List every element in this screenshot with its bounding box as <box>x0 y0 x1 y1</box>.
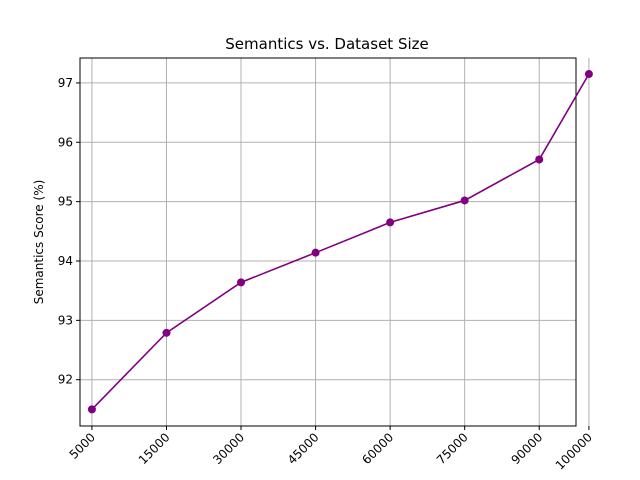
x-tick-label: 30000 <box>210 430 247 467</box>
data-point <box>535 155 544 164</box>
x-tick-label: 60000 <box>359 430 396 467</box>
x-tick-label: 5000 <box>67 430 98 461</box>
series-line <box>91 73 590 410</box>
data-point <box>311 248 320 257</box>
y-tick-label: 95 <box>58 195 73 209</box>
chart-title: Semantics vs. Dataset Size <box>225 35 428 53</box>
data-point <box>87 405 96 414</box>
data-point <box>386 218 395 227</box>
data-point <box>460 196 469 205</box>
x-tick-label: 45000 <box>285 430 322 467</box>
y-tick-label: 96 <box>58 135 73 149</box>
data-point <box>584 70 593 79</box>
x-tick-label: 90000 <box>508 430 545 467</box>
data-point <box>162 328 171 337</box>
y-tick-label: 92 <box>58 373 73 387</box>
y-tick-label: 94 <box>58 254 73 268</box>
y-axis-label: Semantics Score (%) <box>32 180 46 305</box>
plot-area: 92 93 94 95 96 97 5000 15000 30000 45000 60000 7500… <box>58 57 595 473</box>
y-tick-label: 97 <box>58 76 73 90</box>
axes-frame <box>79 57 577 427</box>
x-tick-label: 100000 <box>553 430 595 472</box>
data-point <box>237 278 246 287</box>
x-tick-label: 15000 <box>136 430 173 467</box>
y-tick-label: 93 <box>58 313 73 327</box>
x-tick-label: 75000 <box>434 430 471 467</box>
